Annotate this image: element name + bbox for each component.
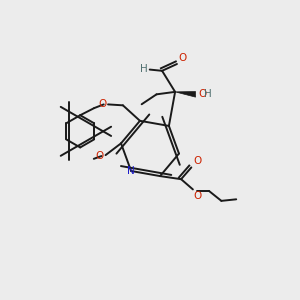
Text: H: H [204, 89, 211, 99]
Text: N: N [127, 166, 135, 176]
Text: O: O [193, 157, 201, 166]
Text: H: H [140, 64, 148, 74]
Text: O: O [199, 89, 207, 99]
Text: O: O [178, 53, 187, 63]
Text: O: O [96, 151, 104, 161]
Polygon shape [175, 92, 196, 97]
Text: O: O [194, 190, 202, 201]
Text: O: O [98, 99, 106, 109]
